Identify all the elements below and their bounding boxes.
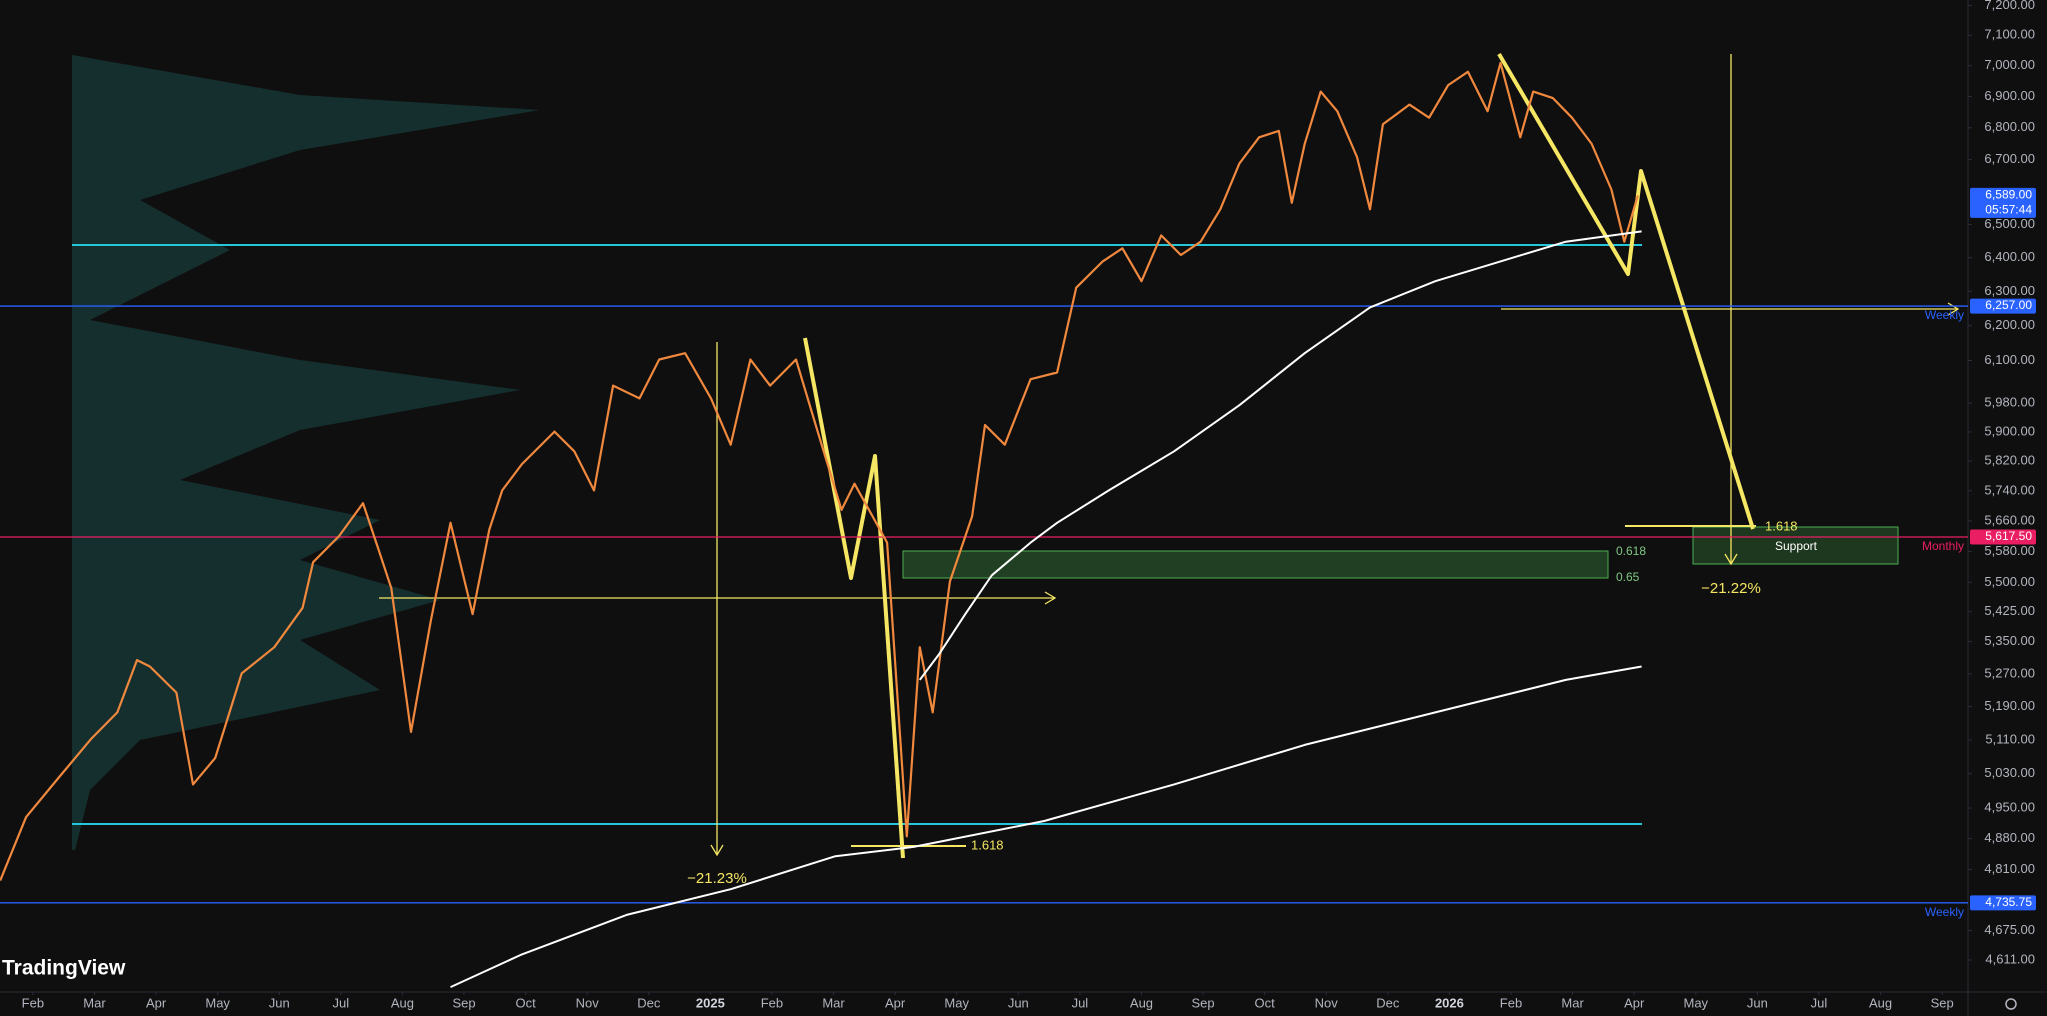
price-badge-label: 6,589.00 (1985, 187, 2032, 201)
price-badge (1970, 895, 2036, 911)
zigzag (803, 337, 905, 859)
x-tick-label: Nov (1315, 995, 1339, 1010)
y-tick-label: 4,810.00 (1984, 861, 2035, 876)
y-tick-label: 5,425.00 (1984, 603, 2035, 618)
y-tick-label: 7,200.00 (1984, 0, 2035, 12)
y-tick-label: 6,400.00 (1984, 249, 2035, 264)
zigzag (1497, 52, 1755, 530)
price-badge-label: 6,257.00 (1985, 298, 2032, 312)
y-tick-label: 5,660.00 (1984, 512, 2035, 527)
y-tick-label: 5,350.00 (1984, 633, 2035, 648)
x-tick-label: Sep (1931, 995, 1954, 1010)
y-tick-label: 5,820.00 (1984, 453, 2035, 468)
x-tick-label: Feb (761, 995, 783, 1010)
y-tick-label: 6,900.00 (1984, 88, 2035, 103)
y-tick-label: 6,500.00 (1984, 216, 2035, 231)
x-tick-label: May (205, 995, 230, 1010)
level-tag: Monthly (1922, 539, 1964, 553)
arrow-head (1044, 591, 1057, 605)
y-tick-label: 7,100.00 (1984, 27, 2035, 42)
y-tick-label: 5,900.00 (1984, 423, 2035, 438)
x-tick-label: Mar (822, 995, 845, 1010)
price-badge (1970, 187, 2036, 218)
settings-icon[interactable] (2005, 998, 2017, 1010)
y-tick-label: 5,740.00 (1984, 482, 2035, 497)
y-tick-label: 7,000.00 (1984, 57, 2035, 72)
annotation: −21.22% (1701, 580, 1761, 597)
x-tick-label: Mar (83, 995, 106, 1010)
level-tag: Weekly (1925, 308, 1964, 322)
fib-zone (902, 550, 1609, 579)
volume-profile (72, 55, 540, 850)
price-badge-label: 4,735.75 (1985, 895, 2032, 909)
x-tick-label: Aug (1869, 995, 1892, 1010)
y-tick-label: 6,200.00 (1984, 317, 2035, 332)
price-badge (1970, 529, 2036, 545)
x-tick-label: Jul (1072, 995, 1089, 1010)
y-tick-label: 6,100.00 (1984, 352, 2035, 367)
y-tick-label: 5,580.00 (1984, 543, 2035, 558)
y-tick-label: 5,110.00 (1985, 731, 2035, 746)
x-tick-label: May (944, 995, 969, 1010)
x-tick-label: 2025 (696, 995, 725, 1010)
y-tick-label: 5,270.00 (1984, 665, 2035, 680)
y-tick-label: 6,700.00 (1984, 151, 2035, 166)
watermark: TradingView (2, 957, 126, 980)
x-tick-label: Apr (885, 995, 906, 1010)
x-tick-label: Jun (1747, 995, 1768, 1010)
x-tick-label: Nov (576, 995, 600, 1010)
x-tick-label: Dec (1376, 995, 1400, 1010)
y-tick-label: 4,675.00 (1984, 922, 2035, 937)
price-countdown: 05:57:44 (1985, 202, 2032, 216)
arrow-head (1947, 302, 1960, 316)
y-tick-label: 5,030.00 (1984, 765, 2035, 780)
x-tick-label: 2026 (1435, 995, 1464, 1010)
price-line (918, 230, 1642, 681)
x-tick-label: Mar (1561, 995, 1584, 1010)
x-tick-label: Apr (146, 995, 167, 1010)
x-tick-label: Feb (22, 995, 44, 1010)
x-tick-label: Apr (1624, 995, 1645, 1010)
x-tick-label: Jul (1811, 995, 1828, 1010)
y-tick-label: 6,800.00 (1984, 119, 2035, 134)
x-tick-label: Dec (637, 995, 661, 1010)
x-tick-label: Aug (1130, 995, 1153, 1010)
y-tick-label: 5,500.00 (1984, 574, 2035, 589)
x-tick-label: Oct (515, 995, 536, 1010)
x-tick-label: Aug (391, 995, 414, 1010)
level-tag: Weekly (1925, 905, 1964, 919)
y-tick-label: 4,880.00 (1984, 830, 2035, 845)
annotation: −21.23% (687, 870, 747, 887)
price-line (450, 665, 1642, 989)
x-tick-label: Sep (452, 995, 475, 1010)
x-tick-label: Jun (1008, 995, 1029, 1010)
x-tick-label: Jun (269, 995, 290, 1010)
y-tick-label: 6,300.00 (1984, 283, 2035, 298)
annotation: 0.618 (1616, 544, 1646, 558)
x-tick-label: Jul (333, 995, 350, 1010)
price-badge (1970, 298, 2036, 314)
price-line (0, 61, 1639, 882)
annotation: 1.618 (1765, 518, 1798, 533)
y-tick-label: 4,611.00 (1985, 951, 2035, 966)
x-tick-label: Sep (1192, 995, 1215, 1010)
y-tick-label: 5,190.00 (1984, 698, 2035, 713)
arrow-head (710, 844, 724, 857)
price-badge-label: 5,617.50 (1985, 529, 2032, 543)
annotation: 1.618 (971, 837, 1004, 852)
annotation: Support (1775, 539, 1818, 553)
x-tick-label: May (1683, 995, 1708, 1010)
x-tick-label: Oct (1255, 995, 1276, 1010)
arrow-head (1724, 553, 1738, 566)
y-tick-label: 5,980.00 (1984, 395, 2035, 410)
annotation: 0.65 (1616, 570, 1640, 584)
y-tick-label: 4,950.00 (1984, 799, 2035, 814)
x-tick-label: Feb (1500, 995, 1522, 1010)
